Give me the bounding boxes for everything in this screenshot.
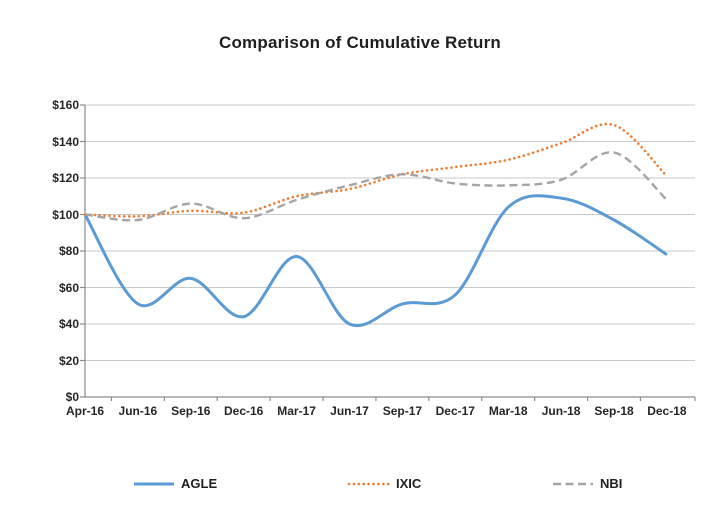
x-axis-tick-label: Apr-16 <box>65 404 104 418</box>
legend-label-ixic: IXIC <box>396 476 422 491</box>
legend-swatch-ixic-line <box>348 482 390 486</box>
x-axis-tick-label: Sep-17 <box>382 404 423 418</box>
legend-item-agle: AGLE <box>133 476 217 492</box>
x-axis-tick-label: Sep-18 <box>594 404 634 418</box>
legend-item-ixic: IXIC <box>348 476 421 492</box>
chart-title: Comparison of Cumulative Return <box>218 33 501 52</box>
legend-swatch-nbi-line <box>553 482 593 486</box>
y-axis-tick-label: $140 <box>52 134 79 149</box>
y-axis-tick-label: $0 <box>65 390 79 404</box>
y-axis-tick-label: $20 <box>58 353 79 368</box>
x-axis-tick-label: Sep-16 <box>171 404 211 418</box>
x-axis-tick-label: Dec-18 <box>647 404 687 418</box>
legend-label-nbi: NBI <box>600 476 623 491</box>
series-line-nbi <box>84 151 668 222</box>
y-axis-tick-label: $160 <box>52 98 79 112</box>
series-line-ixic <box>83 122 669 218</box>
series-line-agle <box>83 194 668 328</box>
x-axis-tick-label: Mar-18 <box>488 404 528 418</box>
legend-swatch-agle-line <box>134 482 174 486</box>
x-axis-tick-label: Dec-17 <box>435 404 475 418</box>
y-axis-tick-label: $80 <box>58 244 79 258</box>
y-axis-tick-label: $60 <box>58 280 79 295</box>
x-axis-tick-label: Jun-16 <box>118 404 158 418</box>
x-axis-tick-label: Jun-17 <box>330 404 369 418</box>
x-axis-tick-label: Dec-16 <box>224 404 264 418</box>
x-axis-tick-label: Jun-18 <box>541 404 581 418</box>
legend-item-nbi: NBI <box>552 476 622 492</box>
legend-label-agle: AGLE <box>181 476 218 491</box>
x-axis-tick-label: Mar-17 <box>277 404 316 418</box>
y-axis-tick-label: $100 <box>52 207 79 222</box>
y-axis-tick-label: $120 <box>52 171 79 185</box>
y-axis-tick-label: $40 <box>58 317 79 331</box>
